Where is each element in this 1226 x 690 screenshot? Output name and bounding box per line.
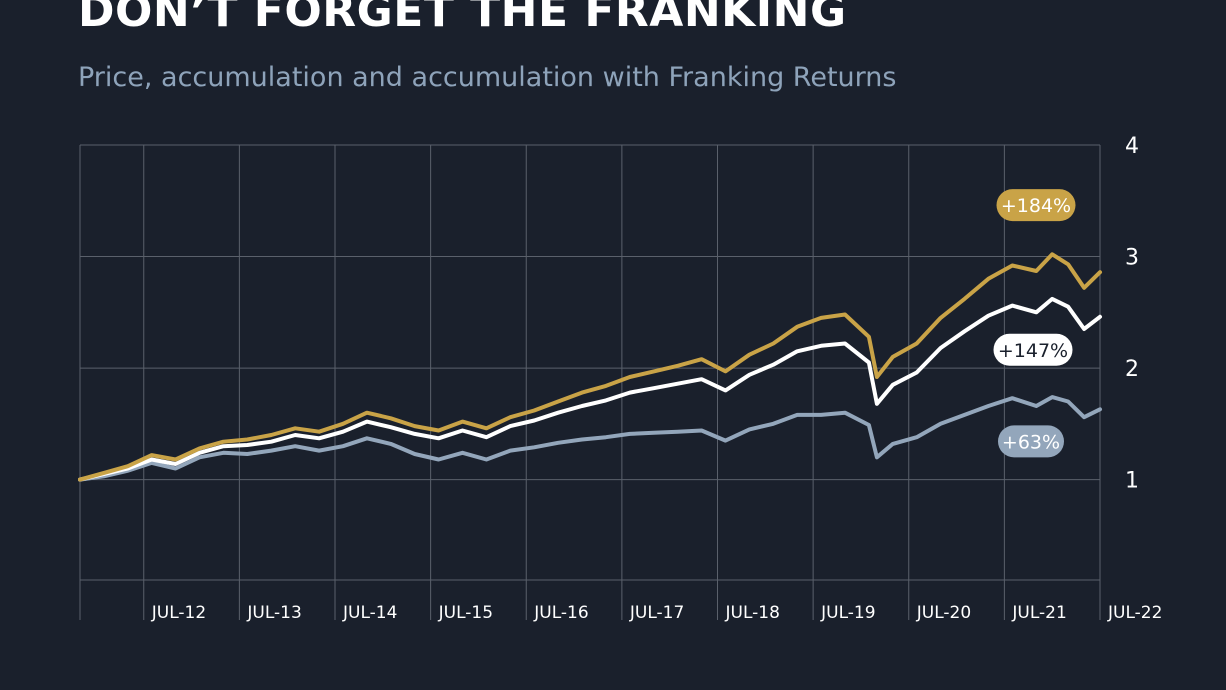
y-tick-label: 1 [1125,469,1139,494]
accumulation-return-label: +147% [998,340,1068,362]
x-tick-label: JUL-20 [916,603,971,623]
x-tick-label: JUL-21 [1011,603,1066,623]
accumulation-series-line [78,296,1102,482]
y-tick-label: 3 [1125,246,1139,271]
accumulation-return-badge [993,333,1073,366]
series-lines [78,252,1102,482]
price-return-label: +63% [1002,431,1060,453]
x-tick-label: JUL-16 [533,603,588,623]
x-tick-label: JUL-13 [246,603,301,623]
franking-return-label: +184% [1001,195,1071,217]
x-tick-label: JUL-19 [820,603,875,623]
y-tick-label: 2 [1125,357,1139,382]
x-tick-label: JUL-15 [438,603,493,623]
return-badges: +184% +147% +63% [993,189,1076,458]
price-series-line [78,395,1102,482]
franking-series-line [78,252,1102,482]
x-tick-label: JUL-12 [151,603,206,623]
page-subtitle: Price, accumulation and accumulation wit… [78,62,897,93]
page-title: DON’T FORGET THE FRANKING [78,0,847,37]
x-axis-ticks: JUL-12 JUL-13 JUL-14 JUL-15 JUL-16 JUL-17 JUL-… [151,603,1163,623]
x-tick-label: JUL-14 [342,603,397,623]
x-tick-label: JUL-22 [1107,603,1162,623]
y-tick-label: 4 [1125,134,1139,159]
x-tick-label: JUL-17 [629,603,684,623]
price-return-badge [998,425,1064,458]
franking-return-badge [996,189,1076,222]
x-tick-label: JUL-18 [725,603,780,623]
y-axis-ticks: 1 2 3 4 [1125,134,1139,494]
chart-grid [79,144,1101,620]
